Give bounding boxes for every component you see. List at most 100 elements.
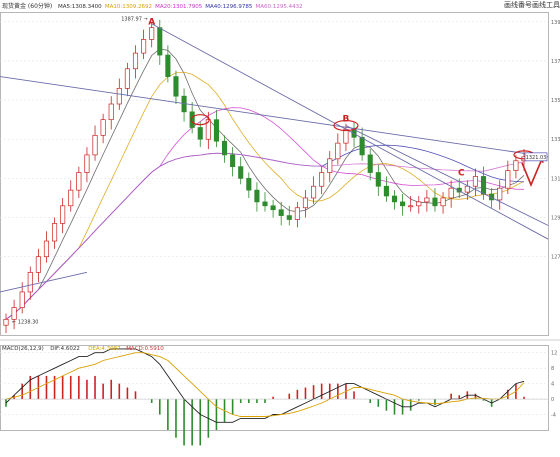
candle-up <box>472 176 478 187</box>
candle-down <box>189 111 195 128</box>
candle-up <box>205 119 211 140</box>
candle-down <box>359 136 365 156</box>
candle-up <box>302 197 309 209</box>
candle-down <box>221 140 228 156</box>
candle-up <box>513 160 519 171</box>
candle-down <box>375 172 381 187</box>
macd-y-tick: 4 <box>551 382 554 388</box>
candle-up <box>11 307 17 320</box>
forecast-arrow <box>521 158 543 187</box>
ma10-line <box>5 71 525 320</box>
candle-up <box>35 256 41 273</box>
annotation-circle-1 <box>190 114 210 126</box>
candle-up <box>92 134 98 156</box>
candle-down <box>400 201 406 207</box>
candle-up <box>124 68 130 89</box>
candle-down <box>254 189 260 203</box>
candle-down <box>270 205 276 211</box>
draw-tool-button[interactable]: 画线工具 <box>532 1 560 9</box>
candle-up <box>149 27 155 40</box>
candle-up <box>43 240 50 258</box>
ma-legend-0: MA5:1308.3400 <box>58 4 102 10</box>
price-y-tick: 1330 <box>551 137 560 143</box>
price-y-tick: 1350 <box>551 98 560 104</box>
low-price-label: ← 1238.30 <box>12 319 38 325</box>
price-y-tick: 1310 <box>551 176 560 182</box>
candle-up <box>327 158 333 173</box>
ma-legend-3: MA40:1296.9785 <box>205 4 253 10</box>
ma5-line <box>5 48 525 320</box>
macd-legend-2: DEA:4.3087 <box>88 346 121 352</box>
candle-up <box>319 172 325 187</box>
candle-up <box>440 197 446 207</box>
candle-down <box>157 27 163 56</box>
candle-down <box>391 195 398 203</box>
candle-down <box>383 185 389 197</box>
last-price-tag-text: 1321.03 <box>526 155 547 161</box>
candle-down <box>165 54 171 77</box>
candle-up <box>343 129 349 144</box>
draw-number-button[interactable]: 画线番号 <box>504 1 532 9</box>
candle-up <box>448 187 454 199</box>
macd-y-tick: 8 <box>551 366 554 372</box>
ma60-line <box>5 152 525 320</box>
candle-up <box>100 119 106 136</box>
candle-up <box>464 185 470 193</box>
annotation-circle-b <box>333 119 359 132</box>
candle-down <box>246 178 252 191</box>
macd-dif-line <box>5 348 525 423</box>
ma-legend-1: MA10:1309.2692 <box>105 4 152 10</box>
candle-up <box>311 185 317 199</box>
candle-up <box>335 142 341 160</box>
macd-y-tick: -4 <box>551 413 556 419</box>
candle-down <box>173 76 179 97</box>
price-y-tick: 1290 <box>551 216 560 222</box>
candle-up <box>132 52 139 70</box>
macd-dea-line <box>5 352 525 417</box>
candle-up <box>60 205 66 224</box>
macd-y-tick: 12 <box>551 351 557 357</box>
annotation-label-a: A <box>148 18 155 28</box>
candle-up <box>3 318 9 326</box>
candle-up <box>52 223 58 242</box>
annotation-label-b: B <box>343 115 350 125</box>
ma-legend-2: MA20:1301.7905 <box>155 4 203 10</box>
last-price-tag <box>524 152 548 162</box>
candle-up <box>116 87 122 105</box>
candle-up <box>27 272 33 293</box>
high-price-label: 1387.97 → <box>121 17 147 23</box>
candle-up <box>505 170 511 189</box>
macd-legend-3: MACD:0.5910 <box>126 346 164 352</box>
candle-down <box>213 119 219 142</box>
macd-legend-1: DIF:4.6022 <box>50 346 80 352</box>
trendline-b-descending <box>345 125 549 226</box>
macd-panel-frame <box>0 345 549 431</box>
candle-up <box>68 189 74 207</box>
trendline-lower <box>0 271 88 293</box>
annotation-label-c: C <box>458 168 465 178</box>
candle-down <box>489 193 495 201</box>
trendline-horizontal-resistance <box>0 76 549 158</box>
candle-up <box>108 103 114 121</box>
price-y-tick: 1390 <box>551 20 560 26</box>
candle-down <box>230 154 236 167</box>
price-panel-frame <box>0 12 549 336</box>
macd-y-tick: 0 <box>551 397 554 403</box>
candle-up <box>408 205 414 208</box>
candle-up <box>19 291 25 308</box>
candle-down <box>262 201 268 207</box>
candle-up <box>497 187 503 201</box>
candle-down <box>197 127 203 140</box>
candle-up <box>416 201 422 207</box>
ma-legend-4: MA60:1295.4432 <box>256 4 303 10</box>
candle-up <box>84 154 90 173</box>
macd-legend-0: MACD(26,12,9) <box>2 346 44 352</box>
price-y-tick: 1270 <box>551 255 560 261</box>
price-y-tick: 1370 <box>551 59 560 65</box>
candle-down <box>480 176 487 195</box>
ma40-line <box>5 144 525 320</box>
trendline-a-descending <box>151 23 549 240</box>
candle-up <box>76 172 82 191</box>
